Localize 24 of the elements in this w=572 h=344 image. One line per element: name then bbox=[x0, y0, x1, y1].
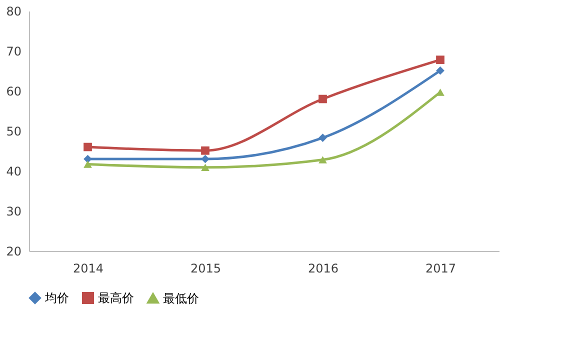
y-tick-label: 80 bbox=[6, 4, 22, 18]
point bbox=[84, 160, 92, 168]
y-tick-label: 70 bbox=[6, 44, 22, 58]
point bbox=[84, 142, 92, 152]
y-tick-label: 30 bbox=[6, 204, 22, 218]
point bbox=[436, 66, 444, 75]
x-tick-label: 2017 bbox=[425, 262, 456, 276]
x-tick-label: 2015 bbox=[190, 262, 222, 276]
point bbox=[201, 146, 210, 155]
y-tick-label: 50 bbox=[6, 124, 22, 138]
point bbox=[318, 94, 327, 104]
legend-label: 最低价 bbox=[163, 291, 199, 306]
y-tick-label: 40 bbox=[6, 164, 22, 178]
y-tick-label: 60 bbox=[6, 84, 22, 98]
point bbox=[318, 134, 327, 142]
point bbox=[436, 56, 444, 64]
x-tick-label: 2014 bbox=[72, 262, 104, 276]
legend-label: 均价 bbox=[44, 291, 69, 305]
y-tick-label: 20 bbox=[6, 244, 22, 258]
point bbox=[201, 164, 210, 172]
x-tick-label: 2016 bbox=[308, 262, 339, 276]
legend-label: 最高价 bbox=[98, 291, 134, 305]
point bbox=[201, 154, 210, 164]
point bbox=[318, 156, 327, 164]
